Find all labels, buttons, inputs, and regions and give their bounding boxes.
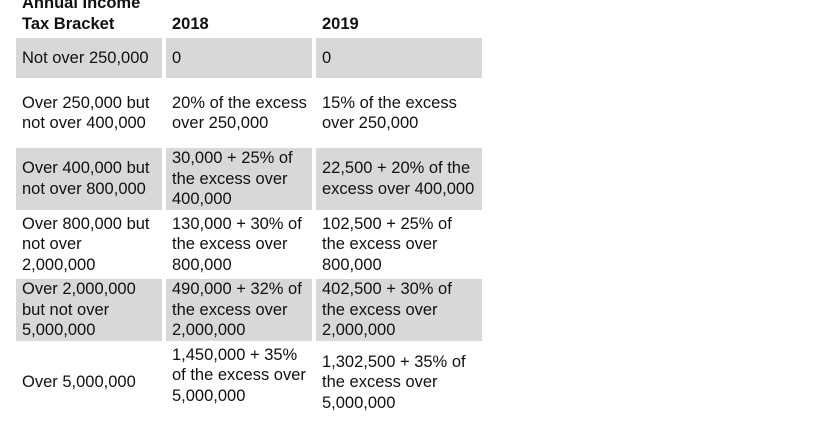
rate-2018-cell: 130,000 + 30% of the excess over 800,000 xyxy=(164,211,314,277)
rate-2019-cell: 1,302,500 + 35% of the excess over 5,000… xyxy=(314,342,484,423)
bracket-cell: Not over 250,000 xyxy=(14,36,164,80)
table-row: Over 2,000,000 but not over 5,000,000 49… xyxy=(14,277,484,343)
rate-2019-cell: 22,500 + 20% of the excess over 400,000 xyxy=(314,146,484,212)
table-row: Not over 250,000 0 0 xyxy=(14,36,484,80)
rate-2018-cell: 1,450,000 + 35% of the excess over 5,000… xyxy=(164,342,314,423)
table-header-row: Annual Income Tax Bracket 2018 2019 xyxy=(14,0,484,36)
rate-2018-cell: 20% of the excess over 250,000 xyxy=(164,80,314,146)
rate-2018-cell: 490,000 + 32% of the excess over 2,000,0… xyxy=(164,277,314,343)
bracket-cell: Over 2,000,000 but not over 5,000,000 xyxy=(14,277,164,343)
rate-2019-cell: 402,500 + 30% of the excess over 2,000,0… xyxy=(314,277,484,343)
rate-2018-cell: 0 xyxy=(164,36,314,80)
rate-2018-cell: 30,000 + 25% of the excess over 400,000 xyxy=(164,146,314,212)
tax-bracket-table: Annual Income Tax Bracket 2018 2019 Not … xyxy=(14,0,484,423)
bracket-cell: Over 400,000 but not over 800,000 xyxy=(14,146,164,212)
rate-2019-cell: 15% of the excess over 250,000 xyxy=(314,80,484,146)
table-row: Over 400,000 but not over 800,000 30,000… xyxy=(14,146,484,212)
header-bracket: Annual Income Tax Bracket xyxy=(14,0,164,36)
bracket-cell: Over 250,000 but not over 400,000 xyxy=(14,80,164,146)
header-2019: 2019 xyxy=(314,0,484,36)
bracket-cell: Over 800,000 but not over 2,000,000 xyxy=(14,211,164,277)
bracket-cell: Over 5,000,000 xyxy=(14,342,164,423)
rate-2019-cell: 102,500 + 25% of the excess over 800,000 xyxy=(314,211,484,277)
table-row: Over 800,000 but not over 2,000,000 130,… xyxy=(14,211,484,277)
table-row: Over 250,000 but not over 400,000 20% of… xyxy=(14,80,484,146)
rate-2019-cell: 0 xyxy=(314,36,484,80)
header-2018: 2018 xyxy=(164,0,314,36)
table-row: Over 5,000,000 1,450,000 + 35% of the ex… xyxy=(14,342,484,423)
